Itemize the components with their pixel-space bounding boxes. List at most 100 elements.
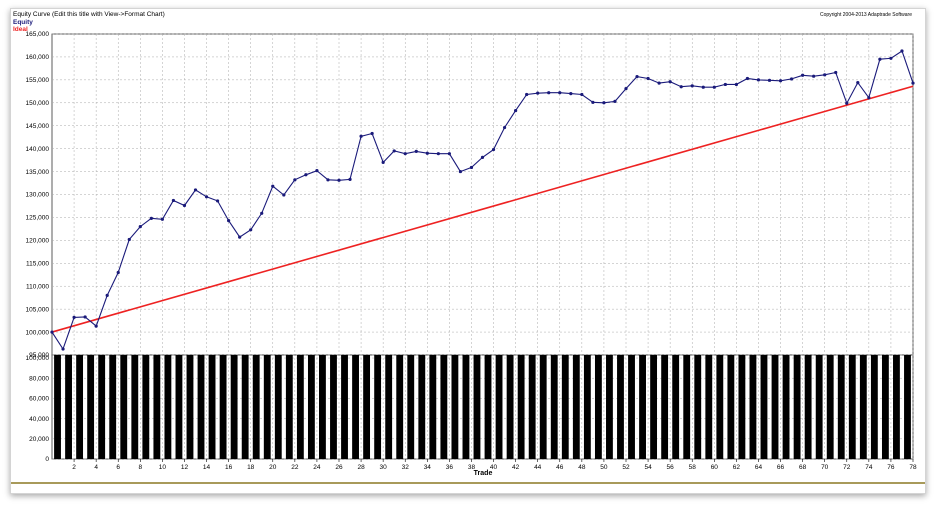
equity-point <box>679 85 683 89</box>
equity-point <box>249 228 253 232</box>
equity-point <box>215 199 220 203</box>
trade-bar <box>716 355 724 459</box>
equity-point <box>911 81 915 85</box>
trade-bar <box>296 355 304 459</box>
equity-point <box>778 79 783 83</box>
equity-point <box>271 184 275 188</box>
x-tick-label: 58 <box>689 464 697 471</box>
trade-bar <box>617 355 624 459</box>
equity-y-tick-label: 155,000 <box>26 77 50 84</box>
trade-bar <box>893 355 900 459</box>
trade-bar <box>153 355 161 459</box>
equity-point <box>558 91 562 95</box>
equity-chart-svg: 95,000100,000105,000110,000115,000120,00… <box>11 11 925 484</box>
x-tick-label: 56 <box>667 464 675 471</box>
equity-point <box>834 70 838 75</box>
x-tick-label: 68 <box>799 464 807 471</box>
trade-bar <box>285 355 293 459</box>
trade-bar <box>694 355 702 459</box>
chart-title[interactable]: Equity Curve (Edit this title with View-… <box>13 11 165 18</box>
x-tick-label: 70 <box>821 464 829 471</box>
trade-bar <box>881 355 889 459</box>
equity-point <box>624 86 628 91</box>
equity-point <box>845 101 849 105</box>
x-tick-label: 78 <box>909 464 917 471</box>
equity-y-tick-label: 120,000 <box>26 238 50 245</box>
equity-point <box>812 74 816 78</box>
x-tick-label: 20 <box>269 464 277 471</box>
trade-bar <box>307 355 315 459</box>
equity-point <box>591 100 595 104</box>
trade-bar <box>131 355 139 459</box>
equity-point <box>723 82 727 87</box>
trade-y-tick-label: 60,000 <box>29 396 49 403</box>
equity-y-tick-label: 130,000 <box>26 192 50 199</box>
equity-point <box>348 177 352 181</box>
equity-point <box>580 92 584 97</box>
trade-bar <box>815 355 823 459</box>
equity-point <box>867 96 871 100</box>
equity-point <box>337 178 341 182</box>
equity-point <box>613 99 617 104</box>
trade-bar <box>352 355 359 459</box>
x-tick-label: 6 <box>116 464 120 471</box>
trade-bar <box>230 355 238 459</box>
trade-bar <box>661 355 669 459</box>
x-tick-label: 10 <box>159 464 167 471</box>
equity-y-tick-label: 135,000 <box>26 169 50 176</box>
trade-bar <box>550 355 558 459</box>
equity-y-tick-label: 100,000 <box>26 329 50 336</box>
trade-bar <box>87 355 95 459</box>
trade-bar <box>848 355 856 459</box>
trade-bar <box>771 355 779 459</box>
equity-y-tick-label: 165,000 <box>26 31 50 38</box>
x-tick-label: 42 <box>512 464 520 471</box>
x-tick-label: 30 <box>380 464 388 471</box>
trade-bar <box>120 355 128 459</box>
equity-point <box>547 91 551 95</box>
trade-bar <box>274 355 282 459</box>
trade-bar <box>738 355 746 459</box>
trade-bar <box>539 355 547 459</box>
equity-point <box>326 178 330 182</box>
x-tick-label: 76 <box>887 464 895 471</box>
trade-bar <box>451 355 459 459</box>
equity-point <box>381 160 385 164</box>
equity-point <box>801 73 805 77</box>
trade-bar <box>363 355 371 459</box>
trade-y-tick-label: 80,000 <box>29 375 49 382</box>
equity-point <box>635 75 639 79</box>
x-tick-label: 8 <box>138 464 142 471</box>
equity-point <box>514 108 518 113</box>
equity-point <box>304 173 308 177</box>
legend-equity: Equity <box>13 19 33 26</box>
trade-bar <box>208 355 216 459</box>
x-tick-label: 18 <box>247 464 255 471</box>
equity-y-tick-label: 125,000 <box>26 215 50 222</box>
trade-bar <box>705 355 713 459</box>
equity-point <box>602 101 606 105</box>
legend-ideal: Ideal <box>13 26 28 33</box>
equity-point <box>138 225 142 229</box>
trade-bar <box>341 355 348 459</box>
equity-point <box>900 49 904 53</box>
trade-bar <box>330 355 337 459</box>
x-tick-label: 50 <box>600 464 608 471</box>
equity-point <box>227 219 231 223</box>
equity-point <box>83 315 87 319</box>
trade-bar <box>672 355 680 459</box>
trade-bar <box>760 355 768 459</box>
equity-point <box>260 211 264 215</box>
equity-point <box>458 169 463 174</box>
trade-bar <box>904 355 911 459</box>
equity-point <box>646 76 650 81</box>
equity-point <box>359 134 363 138</box>
equity-y-tick-label: 140,000 <box>26 146 50 153</box>
trade-bar <box>837 355 845 459</box>
trade-bar <box>429 355 437 459</box>
trade-bar <box>639 355 646 459</box>
equity-point <box>502 125 507 130</box>
x-tick-label: 46 <box>556 464 564 471</box>
trade-bar <box>142 355 150 459</box>
x-tick-label: 48 <box>578 464 586 471</box>
